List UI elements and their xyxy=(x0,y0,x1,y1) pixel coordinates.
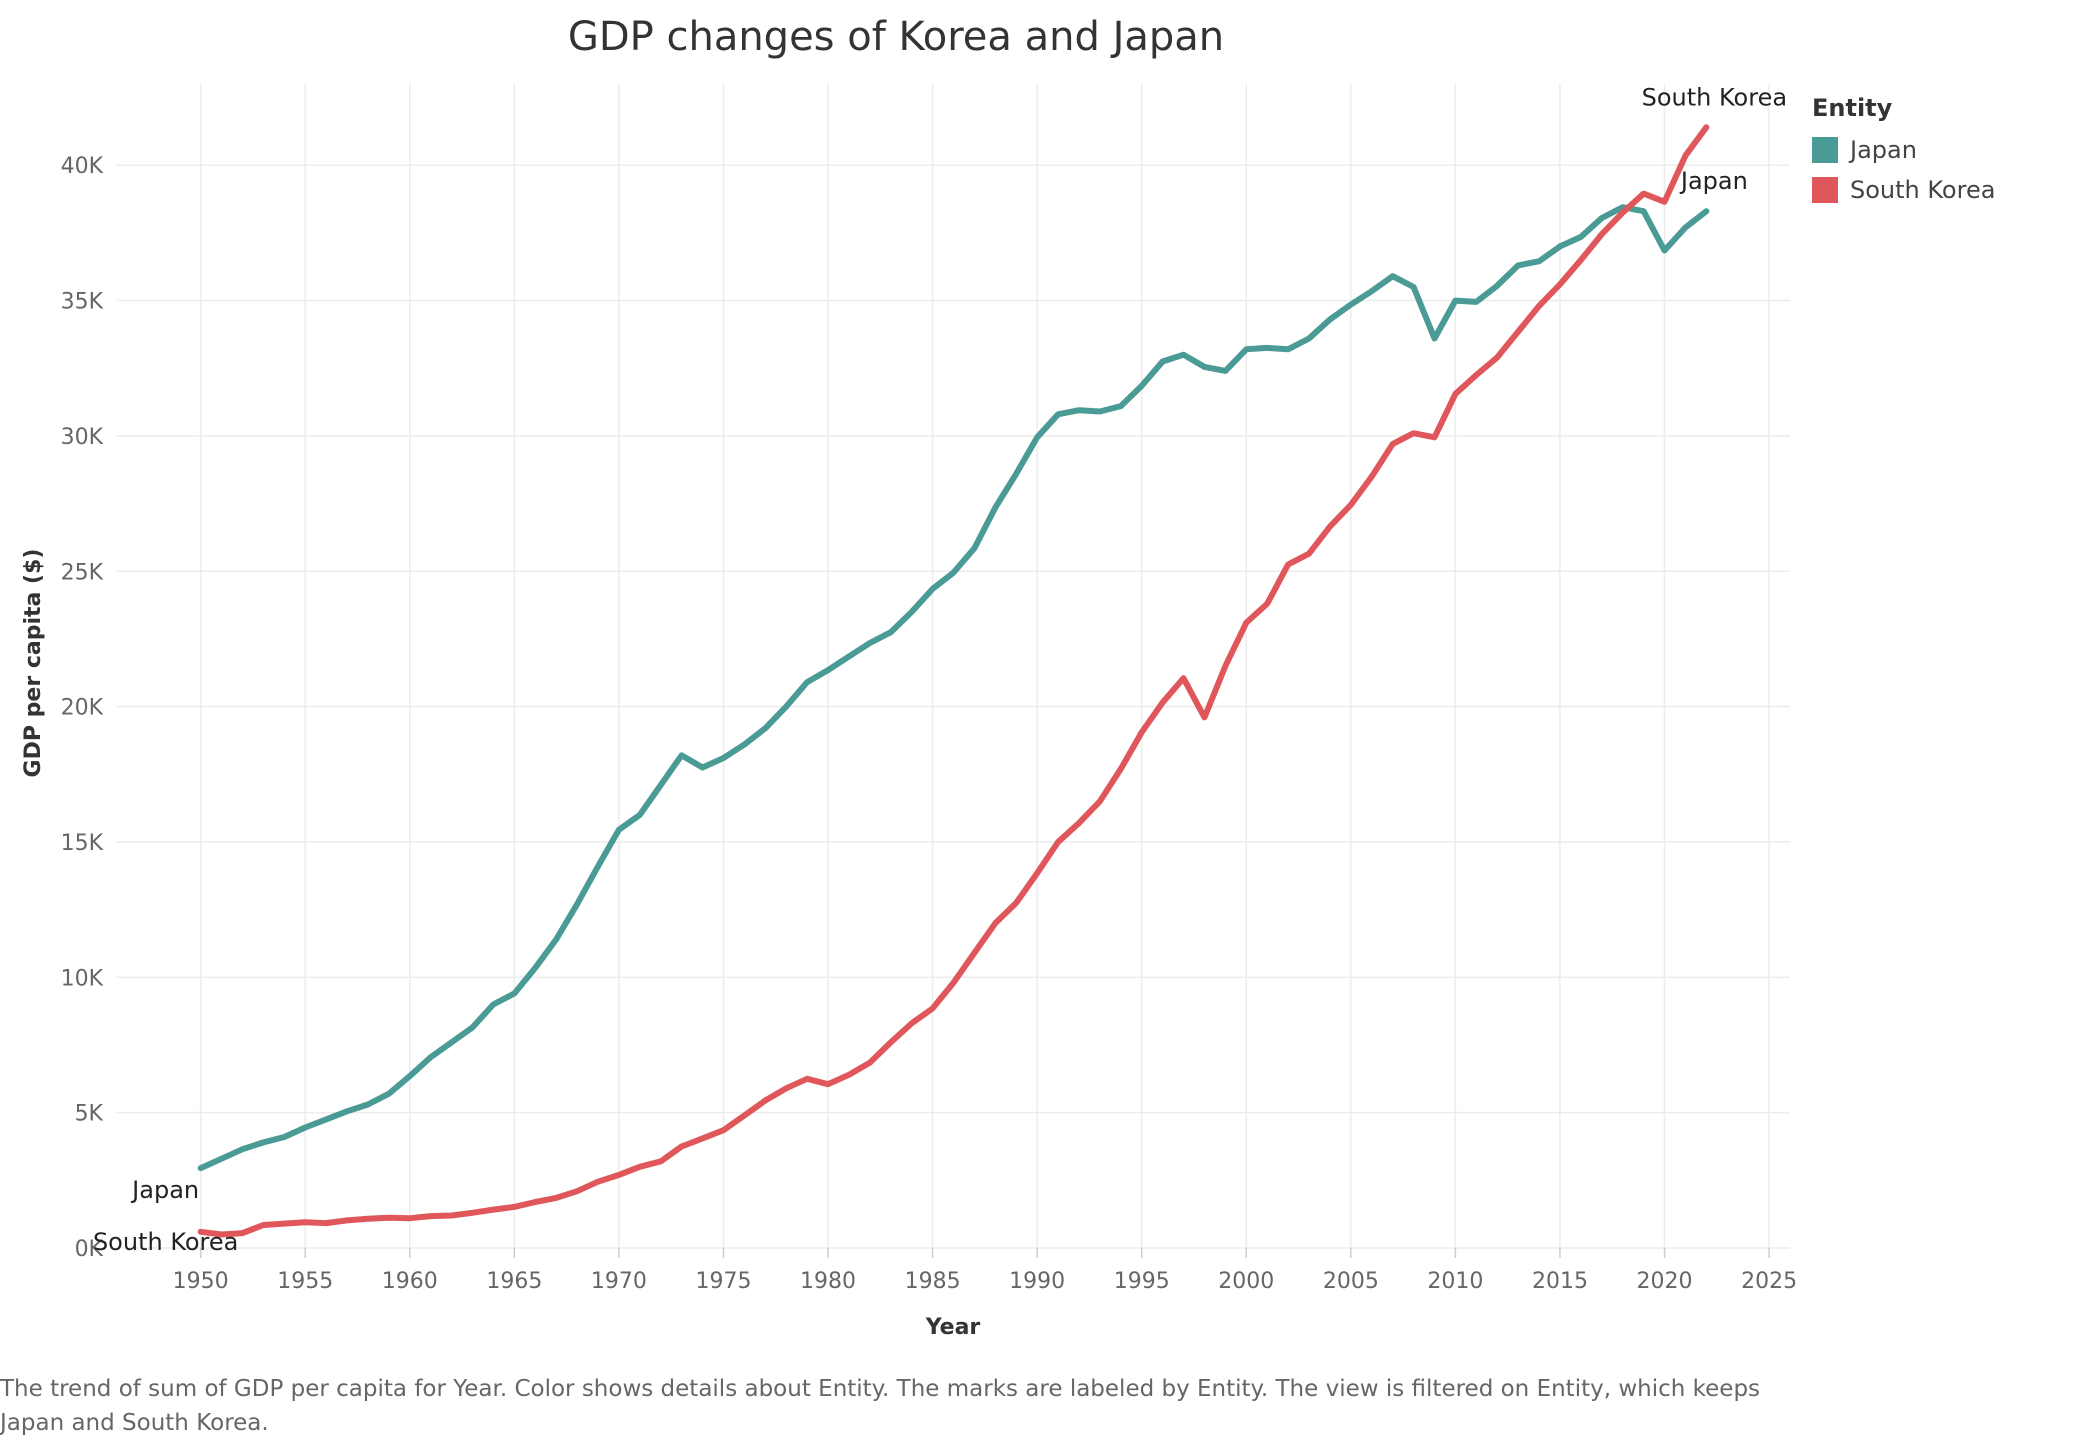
x-tick-label: 2025 xyxy=(1741,1269,1797,1294)
y-tick-label: 10K xyxy=(61,966,104,991)
y-tick-label: 5K xyxy=(75,1102,104,1127)
legend-swatch xyxy=(1812,177,1838,203)
y-tick-label: 30K xyxy=(61,425,104,450)
series-labels: South Korea Japan Japan South Korea xyxy=(93,83,1787,1255)
x-tick-label: 1965 xyxy=(486,1269,542,1294)
y-tick-label: 0K xyxy=(75,1237,104,1262)
x-tick-label: 1995 xyxy=(1114,1269,1170,1294)
y-tick-label: 35K xyxy=(61,290,104,315)
y-tick-label: 20K xyxy=(61,696,104,721)
x-tick-label: 2020 xyxy=(1637,1269,1693,1294)
x-tick-label: 1975 xyxy=(695,1269,751,1294)
x-tick-label: 2010 xyxy=(1427,1269,1483,1294)
x-tick-label: 1985 xyxy=(905,1269,961,1294)
x-tick-label: 2000 xyxy=(1218,1269,1274,1294)
x-tick-label: 1980 xyxy=(800,1269,856,1294)
legend: Entity Japan South Korea xyxy=(1812,94,1995,210)
series-label: South Korea xyxy=(93,1228,238,1256)
x-tick-label: 1950 xyxy=(173,1269,229,1294)
legend-items: Japan South Korea xyxy=(1812,130,1995,210)
y-tick-label: 25K xyxy=(61,560,104,585)
x-tick-label: 1955 xyxy=(277,1269,333,1294)
y-axis-ticks: 0K 5K 10K 15K 20K 25K 30K 35K 40K xyxy=(61,154,104,1262)
legend-label: South Korea xyxy=(1850,176,1996,204)
series-line xyxy=(197,124,1710,1238)
y-axis-title: GDP per capita ($) xyxy=(21,549,46,778)
series-label: Japan xyxy=(130,1176,199,1204)
y-tick-label: 15K xyxy=(61,831,104,856)
x-tick-label: 2005 xyxy=(1323,1269,1379,1294)
legend-item[interactable]: Japan xyxy=(1812,130,1995,170)
x-tick-label: 2015 xyxy=(1532,1269,1588,1294)
x-axis-title: Year xyxy=(925,1315,981,1340)
x-axis-ticks: 1950 1955 1960 1965 1970 1975 1980 1985 1990 1995… xyxy=(173,1248,1797,1294)
legend-item[interactable]: South Korea xyxy=(1812,170,1995,210)
y-tick-label: 40K xyxy=(61,154,104,179)
chart-title: GDP changes of Korea and Japan xyxy=(567,14,1225,60)
chart-caption: The trend of sum of GDP per capita for Y… xyxy=(0,1376,1761,1436)
legend-swatch xyxy=(1812,137,1838,163)
legend-label: Japan xyxy=(1850,136,1917,164)
series-line xyxy=(197,204,1710,1172)
series-label: Japan xyxy=(1679,167,1748,195)
x-tick-label: 1960 xyxy=(382,1269,438,1294)
x-tick-label: 1990 xyxy=(1009,1269,1065,1294)
series-lines xyxy=(197,124,1710,1238)
series-label: South Korea xyxy=(1642,83,1787,111)
legend-title: Entity xyxy=(1812,94,1893,122)
x-tick-label: 1970 xyxy=(591,1269,647,1294)
